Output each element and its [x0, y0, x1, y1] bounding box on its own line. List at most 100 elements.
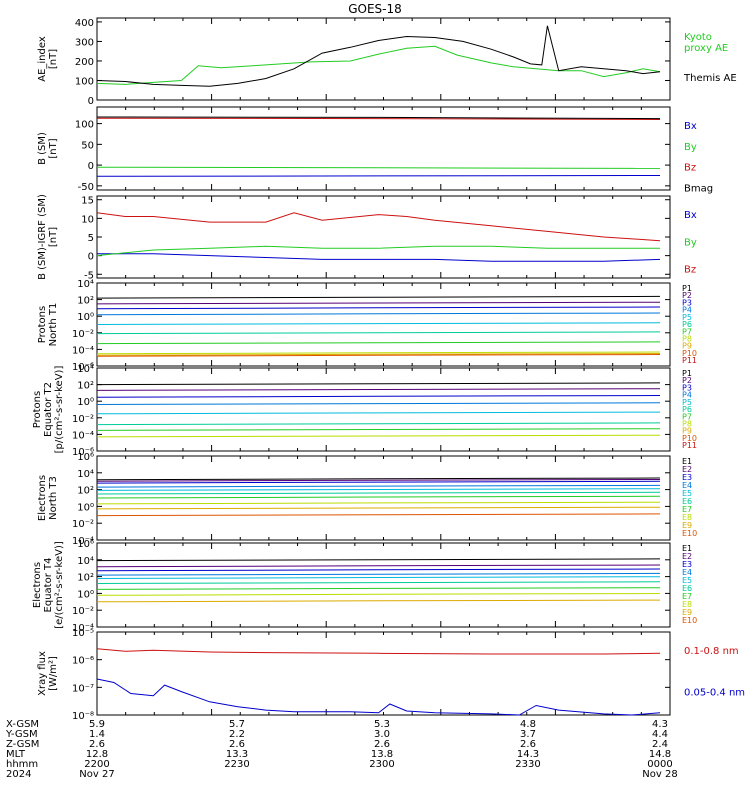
protons_t2-legend-p7: P7	[682, 412, 692, 421]
ae-ytick-label: 0	[88, 96, 94, 107]
electrons_t4-series-e2	[96, 564, 661, 568]
protons_t1-legend-p8: P8	[682, 335, 692, 344]
footer-cell: 2.6	[229, 739, 245, 750]
plot-title: GOES-18	[348, 2, 402, 16]
electrons_t3-series-e8	[96, 501, 661, 505]
footer-cell: 4.3	[652, 719, 668, 730]
protons_t1-series-p10	[96, 354, 661, 357]
footer-cell: 2300	[369, 759, 394, 770]
electrons_t4-ylabel: Electrons	[32, 562, 43, 608]
electrons_t4-legend-e9: E9	[682, 608, 692, 617]
protons_t1-ytick-label: 10⁰	[77, 312, 94, 323]
protons_t1-legend-p2: P2	[682, 291, 692, 300]
footer-cell: 14.3	[517, 749, 539, 760]
footer-cell: 13.8	[371, 749, 393, 760]
xray-ytick-label: 10⁻⁸	[72, 711, 94, 722]
footer-cell: 2200	[84, 759, 109, 770]
footer-cell: 14.8	[649, 749, 671, 760]
footer-cell: 2.6	[520, 739, 536, 750]
protons_t1-legend-p11: P11	[682, 356, 697, 365]
protons_t1-series-p2	[96, 301, 661, 305]
protons_t2-series-p5	[96, 411, 661, 415]
bsm-ylabel: B (SM)	[37, 132, 48, 165]
electrons_t4-series-e1	[96, 558, 661, 562]
electrons_t4-legend-e4: E4	[682, 568, 692, 577]
footer-cell: Nov 27	[79, 769, 114, 780]
ae-legend-themis-ae: Themis AE	[683, 73, 737, 84]
electrons_t4-ylabel: [e/(cm²-s-sr-keV)]	[54, 541, 65, 629]
bsm-ylabel: [nT]	[48, 138, 59, 158]
electrons_t4-ytick-label: 10⁻⁴	[72, 623, 94, 634]
protons_t2-ytick-label: 10⁻⁴	[72, 430, 94, 441]
electrons_t4-series-e9	[96, 599, 661, 603]
protons_t2-legend-p8: P8	[682, 420, 692, 429]
protons_t1-legend-p7: P7	[682, 327, 692, 336]
bsm-ytick-label: 50	[81, 140, 94, 151]
footer-cell: 2330	[515, 759, 540, 770]
bigrf-series-bz	[96, 212, 661, 242]
bsm-series-bx	[96, 175, 661, 177]
electrons_t3-legend-e1: E1	[682, 457, 692, 466]
electrons_t4-series-e6	[96, 581, 661, 584]
protons_t2-legend-p9: P9	[682, 427, 692, 436]
protons_t2-series-p1	[96, 382, 661, 386]
footer-cell: 2.6	[89, 739, 105, 750]
bigrf-series-bx	[97, 253, 661, 262]
bsm-ytick-label: -50	[78, 182, 94, 193]
protons_t2-series-p7	[96, 428, 661, 431]
ae-ylabel: [nT]	[48, 49, 59, 69]
electrons_t3-series-e7	[96, 495, 661, 499]
bsm-legend-bmag: Bmag	[684, 183, 713, 194]
xray-ytick-label: 10⁻⁵	[72, 628, 94, 639]
ae-series-kyoto-proxy-ae	[96, 45, 661, 85]
electrons_t3-legend-e8: E8	[682, 513, 692, 522]
bsm-series-bmag	[96, 116, 661, 120]
electrons_t3-ylabel: North T3	[48, 476, 59, 520]
bsm-ytick-label: 0	[88, 161, 94, 172]
electrons_t3-ytick-label: 10⁴	[77, 469, 94, 480]
protons_t2-legend-p10: P10	[682, 434, 697, 443]
ae-ylabel: AE_index	[37, 36, 48, 82]
bigrf-legend-bx: Bx	[684, 210, 697, 221]
footer-cell: 2.2	[229, 729, 245, 740]
footer-cell: 3.0	[374, 729, 390, 740]
footer-cell: 3.7	[520, 729, 536, 740]
protons_t2-legend-p6: P6	[682, 405, 692, 414]
protons_t1-series-p9	[96, 353, 661, 356]
electrons_t4-legend-e7: E7	[682, 592, 692, 601]
protons_t2-ytick-label: 10⁻²	[72, 414, 94, 425]
footer-row-label: Y-GSM	[5, 729, 38, 740]
electrons_t4-legend-e1: E1	[682, 544, 692, 553]
electrons_t3-ytick-label: 10⁻²	[72, 519, 94, 530]
electrons_t4-ytick-label: 10²	[77, 573, 94, 584]
xray-legend-0-05-0-4-nm: 0.05-0.4 nm	[684, 688, 745, 699]
protons_t2-frame	[96, 367, 671, 452]
protons_t1-legend-p10: P10	[682, 349, 697, 358]
protons_t1-ytick-label: 10⁻⁴	[72, 345, 94, 356]
electrons_t3-legend-e9: E9	[682, 521, 692, 530]
electrons_t4-ytick-label: 10⁻²	[72, 606, 94, 617]
electrons_t3-series-e5	[96, 488, 661, 491]
electrons_t4-ylabel: Equator T4	[43, 558, 54, 613]
footer-cell: 0000	[647, 759, 672, 770]
protons_t2-legend-p11: P11	[682, 441, 697, 450]
ae-legend-kyoto-proxy-ae: proxy AE	[684, 43, 728, 54]
protons_t1-ylabel: Protons	[37, 306, 48, 343]
xray-ylabel: [W/m²]	[48, 656, 59, 691]
bsm-legend-bz: Bz	[684, 163, 696, 174]
bigrf-ytick-label: 10	[81, 214, 94, 225]
footer-cell: 4.8	[520, 719, 536, 730]
protons_t1-legend-p5: P5	[682, 313, 692, 322]
xray-ylabel: Xray flux	[37, 651, 48, 696]
bigrf-ytick-label: 0	[88, 252, 94, 263]
protons_t1-legend-p1: P1	[682, 284, 692, 293]
protons_t2-ylabel: Protons	[32, 391, 43, 428]
bsm-ytick-label: 100	[75, 120, 94, 131]
protons_t1-legend-p4: P4	[682, 306, 692, 315]
xray-legend-0-1-0-8-nm: 0.1-0.8 nm	[684, 646, 739, 657]
ae-series-themis-ae	[96, 25, 661, 87]
protons_t2-ytick-label: 10⁻⁶	[72, 447, 94, 458]
electrons_t4-series-e5	[96, 576, 661, 579]
protons_t2-series-p4	[96, 402, 661, 405]
protons_t2-legend-p1: P1	[682, 369, 692, 378]
